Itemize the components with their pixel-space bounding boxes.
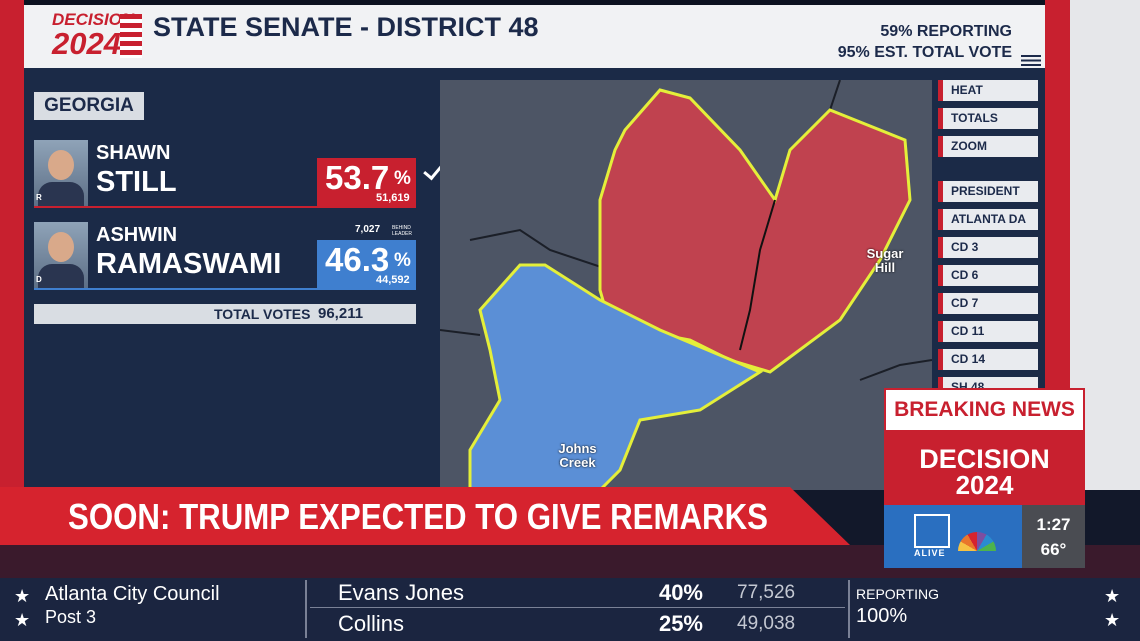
breaking-box xyxy=(884,388,1085,432)
vote-count: 51,619 xyxy=(376,192,410,204)
reporting: 59% REPORTING xyxy=(880,23,1012,40)
underline xyxy=(34,288,416,290)
first-name: SHAWN xyxy=(96,142,171,164)
station-box xyxy=(884,505,1022,568)
logo-flag xyxy=(120,14,142,58)
pct-box xyxy=(317,158,416,206)
total-bar xyxy=(34,304,416,324)
star: ★ xyxy=(14,586,31,606)
photo-head xyxy=(48,150,74,180)
state-label: GEORGIA xyxy=(34,92,144,120)
divider xyxy=(739,199,776,351)
underline xyxy=(34,206,416,208)
photo-body xyxy=(38,182,84,206)
red-area xyxy=(598,88,912,374)
divider xyxy=(305,580,307,638)
menu-item[interactable]: CD 14 xyxy=(938,349,1038,370)
row-separator xyxy=(310,607,845,608)
behind-label: BEHIND LEADER xyxy=(392,225,413,237)
district-map xyxy=(440,80,932,490)
result-votes: 49,038 xyxy=(737,613,796,634)
header-bar xyxy=(24,5,1045,68)
time: 1:27 xyxy=(1036,515,1071,534)
menu-item[interactable]: ATLANTA DA xyxy=(938,209,1038,230)
party: R xyxy=(36,193,42,202)
total-label: TOTAL VOTES xyxy=(214,306,311,322)
boundary-lines xyxy=(440,80,932,381)
logo-year: 2024 xyxy=(52,26,121,61)
brand-top: DECISION xyxy=(919,444,1050,474)
menu-item[interactable]: HEAT xyxy=(938,80,1038,101)
station-logo xyxy=(914,514,950,548)
race-title: STATE SENATE - DISTRICT 48 xyxy=(153,12,539,42)
result-pct: 40% xyxy=(658,580,703,605)
total-votes: 96,211 xyxy=(318,305,364,322)
brand-box xyxy=(884,432,1085,505)
first-name: ASHWIN xyxy=(96,224,178,246)
pct-unit: % xyxy=(394,250,411,271)
ticker-race: Atlanta City Council xyxy=(45,583,220,605)
ticker-seat: Post 3 xyxy=(45,607,97,627)
star: ★ xyxy=(1104,586,1121,606)
last-name: STILL xyxy=(96,166,177,198)
reporting-value: 100% xyxy=(856,605,908,627)
left-stripe xyxy=(0,0,24,490)
network-logo xyxy=(958,532,996,551)
party: D xyxy=(36,275,42,284)
menu-item[interactable]: PRESIDENT xyxy=(938,181,1038,202)
behind-votes: 7,027 xyxy=(355,224,381,235)
reporting-label: REPORTING xyxy=(856,586,939,602)
station-name: ALIVE xyxy=(914,548,946,558)
pct-value: 53.7 xyxy=(325,159,390,196)
menu-item[interactable]: CD 7 xyxy=(938,293,1038,314)
menu-item[interactable]: CD 6 xyxy=(938,265,1038,286)
photo-head xyxy=(48,232,74,262)
pct-value: 46.3 xyxy=(325,241,390,278)
menu-icon[interactable] xyxy=(1021,55,1041,66)
menu-item[interactable]: CD 3 xyxy=(938,237,1038,258)
pct-unit: % xyxy=(394,168,411,189)
logo-top: DECISION xyxy=(52,10,135,29)
photo-body xyxy=(38,264,84,288)
blue-area xyxy=(468,263,764,490)
menu-item[interactable]: ZOOM xyxy=(938,136,1038,157)
breaking-label: BREAKING NEWS xyxy=(894,398,1075,421)
brand-year: 2024 xyxy=(955,470,1014,500)
star: ★ xyxy=(1104,610,1121,630)
banner-bg xyxy=(0,487,850,545)
result-name: Evans Jones xyxy=(338,580,464,605)
est-vote: 95% EST. TOTAL VOTE xyxy=(837,44,1012,61)
banner-text: SOON: TRUMP EXPECTED TO GIVE REMARKS xyxy=(68,496,768,537)
menu-item[interactable]: CD 11 xyxy=(938,321,1038,342)
ticker xyxy=(0,578,1140,641)
result-name: Collins xyxy=(338,611,405,636)
banner: SOON: TRUMP EXPECTED TO GIVE REMARKS xyxy=(0,487,1140,578)
map-label: Sugar Hill xyxy=(866,246,904,275)
map-label: Johns Creek xyxy=(558,441,597,470)
divider xyxy=(848,580,850,638)
star: ★ xyxy=(14,610,31,630)
vote-count: 44,592 xyxy=(376,274,410,286)
temperature: 66° xyxy=(1040,540,1067,559)
last-name: RAMASWAMI xyxy=(96,248,282,280)
menu-item[interactable]: TOTALS xyxy=(938,108,1038,129)
time-box xyxy=(1022,505,1085,568)
pct-box xyxy=(317,240,416,288)
result-votes: 77,526 xyxy=(737,582,796,603)
top-edge xyxy=(0,0,1140,5)
result-pct: 25% xyxy=(658,611,703,636)
